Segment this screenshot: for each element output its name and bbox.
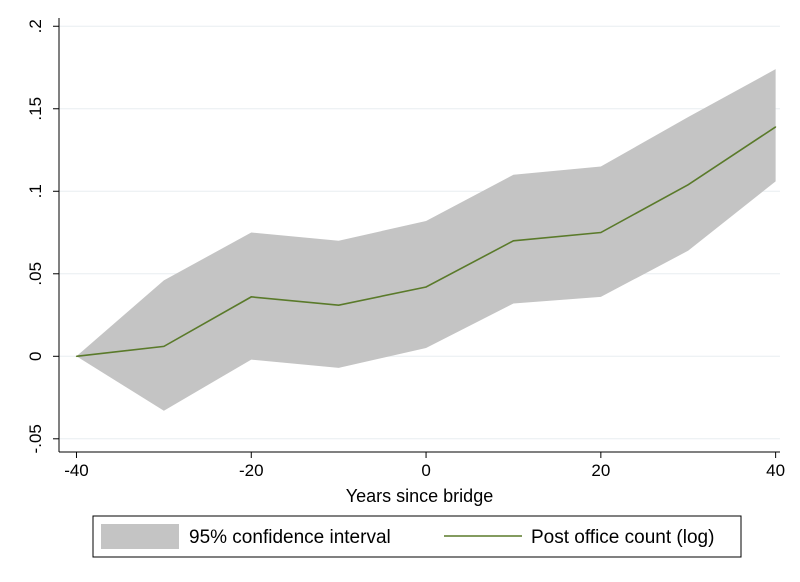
y-axis-ticks: -.05 0 .05 .1 .15 .2 xyxy=(26,19,59,453)
y-tick-label: 0 xyxy=(26,352,45,361)
data-point xyxy=(600,231,602,234)
x-axis-ticks: -40 -20 0 20 40 xyxy=(64,452,785,480)
y-tick-label: .05 xyxy=(26,262,45,286)
confidence-band xyxy=(76,69,776,411)
x-axis-title: Years since bridge xyxy=(346,486,493,506)
x-tick-label: -40 xyxy=(64,461,89,480)
y-tick-label: .2 xyxy=(26,19,45,33)
x-tick-label: 20 xyxy=(591,461,610,480)
legend-box xyxy=(92,515,742,558)
x-tick-label: 0 xyxy=(421,461,430,480)
confidence-band-layer xyxy=(76,69,776,411)
y-tick-label: .1 xyxy=(26,184,45,198)
series-line-layer xyxy=(75,126,777,358)
data-point xyxy=(775,126,777,128)
data-point xyxy=(250,296,252,298)
legend-label-line: Post office count (log) xyxy=(531,527,714,548)
y-tick-label: .15 xyxy=(26,97,45,121)
legend: 95% confidence interval Post office count… xyxy=(92,515,742,558)
data-point xyxy=(425,286,427,288)
data-point xyxy=(163,345,165,347)
axes xyxy=(58,18,780,453)
data-point xyxy=(338,304,340,306)
legend-swatch-band xyxy=(101,524,179,549)
data-point xyxy=(687,184,689,186)
x-tick-label: -20 xyxy=(239,461,264,480)
data-point xyxy=(512,240,515,242)
legend-label-band: 95% confidence interval xyxy=(189,527,391,548)
y-tick-label: -.05 xyxy=(26,424,45,453)
data-point xyxy=(75,355,78,357)
x-tick-label: 40 xyxy=(766,461,785,480)
